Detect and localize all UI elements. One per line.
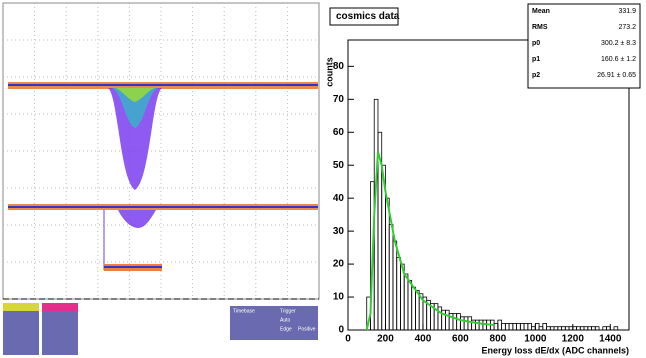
y-tick-label: 80	[333, 61, 345, 72]
scope-label: Auto	[280, 317, 291, 323]
y-axis-label: counts	[324, 57, 334, 87]
bar	[606, 326, 611, 331]
y-tick-label: 70	[333, 94, 345, 105]
scope-pulses	[112, 88, 158, 128]
stats-value: 273.2	[618, 24, 636, 31]
x-tick-label: 800	[490, 334, 507, 345]
x-tick-label: 600	[452, 334, 469, 345]
x-tick-label: 0	[345, 334, 351, 345]
scope: Timebase Trigger Auto Edge Positive	[2, 2, 320, 355]
chart-title: cosmics data	[336, 11, 400, 22]
stats-label: p1	[532, 56, 540, 63]
y-tick-label: 30	[333, 226, 345, 237]
bar	[613, 326, 619, 331]
stats-box	[527, 3, 641, 89]
stats-label: p0	[532, 40, 540, 47]
scope-trace	[8, 206, 318, 208]
scope-channel-box	[42, 303, 78, 355]
stats-value: 26.91 ± 0.65	[597, 72, 636, 79]
title-box	[329, 7, 399, 26]
scope-channel-tab	[3, 303, 39, 311]
x-tick-label: 1000	[524, 334, 547, 345]
scope-info-box	[230, 306, 318, 340]
scope-label: Timebase	[233, 308, 255, 314]
scope-pulses	[118, 210, 156, 228]
y-tick-label: 60	[333, 127, 345, 138]
x-tick-label: 400	[415, 334, 432, 345]
fit-curve	[365, 151, 495, 331]
bar	[594, 326, 600, 331]
x-tick-label: 200	[377, 334, 394, 345]
x-axis-label: Energy loss dE/dx (ADC channels)	[481, 345, 629, 355]
scope-label: Edge	[280, 326, 292, 332]
scope-pulses	[115, 88, 155, 102]
y-tick-label: 0	[338, 325, 344, 336]
stats-value: 160.6 ± 1.2	[601, 56, 636, 63]
stats-label: RMS	[532, 24, 548, 31]
scope-label: Positive	[298, 326, 316, 332]
y-tick-label: 40	[333, 193, 345, 204]
stats-label: p2	[532, 72, 540, 79]
y-tick-label: 20	[333, 259, 345, 270]
y-tick-label: 50	[333, 160, 345, 171]
scope-trace	[104, 266, 162, 268]
x-tick-label: 1400	[599, 334, 622, 345]
x-tick-label: 1200	[562, 334, 585, 345]
y-tick-label: 10	[333, 292, 345, 303]
scope-channel-tab	[42, 303, 78, 311]
scope-trace	[8, 84, 318, 86]
scope-label: Trigger	[280, 308, 296, 314]
stats-label: Mean	[532, 8, 550, 15]
scope-channel-box	[3, 303, 39, 355]
stats-value: 300.2 ± 8.3	[601, 40, 636, 47]
scope-pulses	[108, 88, 162, 190]
stats-value: 331.9	[618, 8, 636, 15]
